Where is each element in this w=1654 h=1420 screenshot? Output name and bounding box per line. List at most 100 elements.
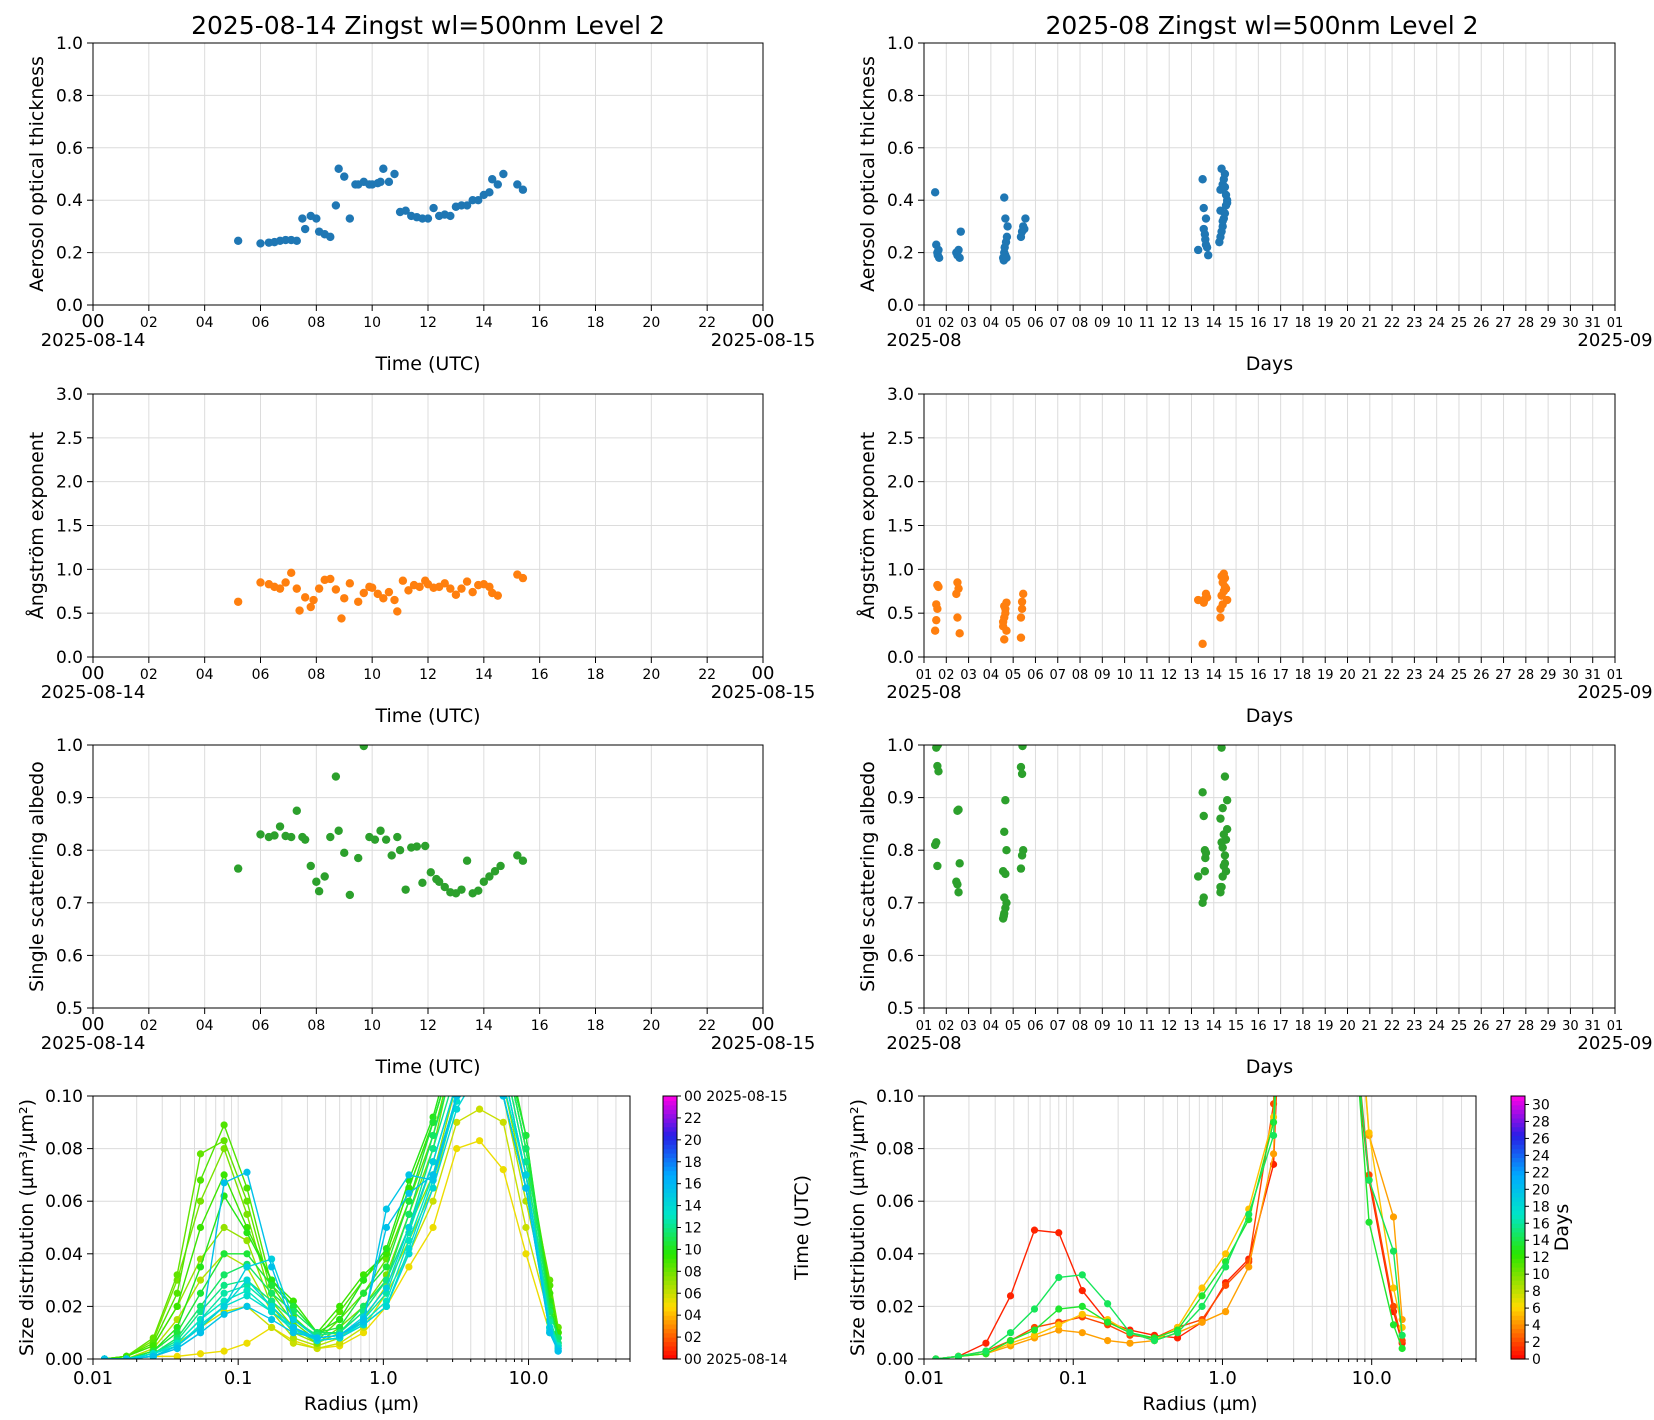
panel-size_day: 0.01 0.1 1.0 10.0 0.00 0.02 0.04 0.06 0.08 0.10 Ra… — [16, 1040, 813, 1415]
x-tick-label: 02 — [140, 315, 158, 331]
y-tick-label: 0.6 — [887, 139, 914, 159]
y-axis-label: Size distribution (µm³/µm²) — [16, 1099, 38, 1356]
series-point — [220, 1250, 228, 1258]
series-point — [500, 1053, 507, 1060]
data-point — [1220, 772, 1230, 781]
x-tick-label: 22 — [1384, 1019, 1401, 1034]
data-point — [1000, 635, 1009, 644]
axes-frame — [923, 1095, 1477, 1360]
colorbar-segment — [1511, 1341, 1525, 1347]
data-point — [1202, 243, 1212, 252]
data-point — [256, 578, 265, 587]
data-point — [1222, 796, 1232, 805]
data-point — [1002, 626, 1011, 635]
colorbar-label: Days — [1551, 1204, 1573, 1251]
data-point — [954, 584, 963, 593]
series-point — [1222, 1281, 1230, 1289]
data-point — [930, 188, 940, 197]
data-ssa_day — [233, 745, 528, 900]
x-tick-label: 25 — [1451, 316, 1468, 331]
data-aot_day — [233, 164, 528, 248]
series-point — [268, 1289, 276, 1297]
colorbar-segment — [663, 1284, 677, 1290]
colorbar-segment — [1511, 1214, 1525, 1220]
x-tick-label: 07 — [1049, 1019, 1066, 1034]
x-tick-label: 20 — [642, 315, 660, 331]
data-point — [256, 239, 265, 248]
colorbar-tick-label: 02 — [684, 1330, 702, 1346]
x-start-date-label: 2025-08-14 — [41, 682, 146, 703]
colorbar-tick-label: 14 — [1532, 1233, 1550, 1249]
data-point — [1219, 830, 1229, 839]
series-point — [1055, 1326, 1063, 1334]
data-point — [1200, 867, 1210, 876]
y-tick-label: 0.10 — [876, 1087, 914, 1107]
x-tick-label: 31 — [1584, 668, 1601, 683]
x-tick-label: 07 — [1049, 316, 1066, 331]
x-tick-label: 00 — [752, 311, 775, 332]
x-tick-label: 20 — [642, 1018, 660, 1034]
data-point — [1002, 253, 1011, 263]
colorbar-segment — [663, 1126, 677, 1132]
series-point — [1055, 1305, 1063, 1313]
data-point — [446, 584, 455, 593]
x-tick-label: 10 — [363, 1018, 381, 1034]
data-point — [359, 588, 368, 598]
series-point — [268, 1315, 276, 1324]
series-point — [220, 1121, 228, 1129]
x-tick-label: 10 — [363, 667, 381, 683]
data-point — [933, 580, 942, 590]
x-tick-label: 22 — [698, 315, 716, 331]
colorbar-segment — [663, 1104, 677, 1110]
colorbar-segment — [1511, 1196, 1525, 1202]
data-point — [1221, 190, 1231, 200]
colorbar-tick-label: 26 — [1532, 1131, 1550, 1147]
colorbar-segment — [1511, 1170, 1525, 1176]
x-tick-label: 14 — [475, 315, 493, 331]
y-tick-label: 0.5 — [887, 604, 914, 624]
data-point — [1201, 853, 1210, 863]
series-point — [475, 1137, 484, 1145]
data-point — [1020, 224, 1029, 234]
data-point — [275, 822, 285, 831]
colorbar-segment — [663, 1345, 677, 1351]
colorbar-tick-label: 4 — [1532, 1318, 1541, 1334]
colorbar-segment — [1511, 1323, 1525, 1329]
data-point — [496, 861, 505, 871]
data-point — [1017, 604, 1027, 613]
data-point — [292, 806, 301, 815]
x-tick-label: 16 — [531, 667, 549, 683]
x-tick-label: 25 — [1451, 1019, 1468, 1034]
series-point — [220, 1179, 228, 1187]
colorbar-segment — [663, 1328, 677, 1334]
series-point — [453, 1040, 460, 1047]
series-point — [1294, 540, 1301, 547]
data-point — [1193, 245, 1203, 255]
y-tick-label: 0.0 — [887, 296, 914, 316]
colorbar-segment — [663, 1152, 677, 1158]
series-point — [1365, 1129, 1373, 1137]
series-point — [289, 1339, 297, 1347]
x-tick-label: 20 — [642, 667, 660, 683]
colorbar-segment — [663, 1271, 677, 1277]
colorbar-tick-label: 22 — [1532, 1165, 1550, 1181]
x-tick-label: 04 — [983, 1019, 1000, 1034]
data-point — [300, 593, 310, 602]
axes-frame — [92, 42, 764, 306]
series-point — [453, 1118, 461, 1126]
x-tick-label: 31 — [1584, 1019, 1601, 1034]
x-tick-label: 03 — [960, 316, 977, 331]
y-tick-label: 0.4 — [887, 191, 914, 211]
colorbar-segment — [1511, 1126, 1525, 1132]
colorbar-segment — [1511, 1144, 1525, 1150]
colorbar-segment — [1511, 1253, 1525, 1259]
x-tick-label: 00 — [82, 663, 105, 684]
data-point — [513, 851, 522, 860]
data-point — [395, 846, 405, 855]
data-point — [345, 579, 355, 588]
series-point — [1389, 1302, 1398, 1310]
x-tick-label: 08 — [1072, 1019, 1089, 1034]
x-tick-label: 10.0 — [508, 1368, 548, 1389]
colorbar-segment — [663, 1253, 677, 1259]
